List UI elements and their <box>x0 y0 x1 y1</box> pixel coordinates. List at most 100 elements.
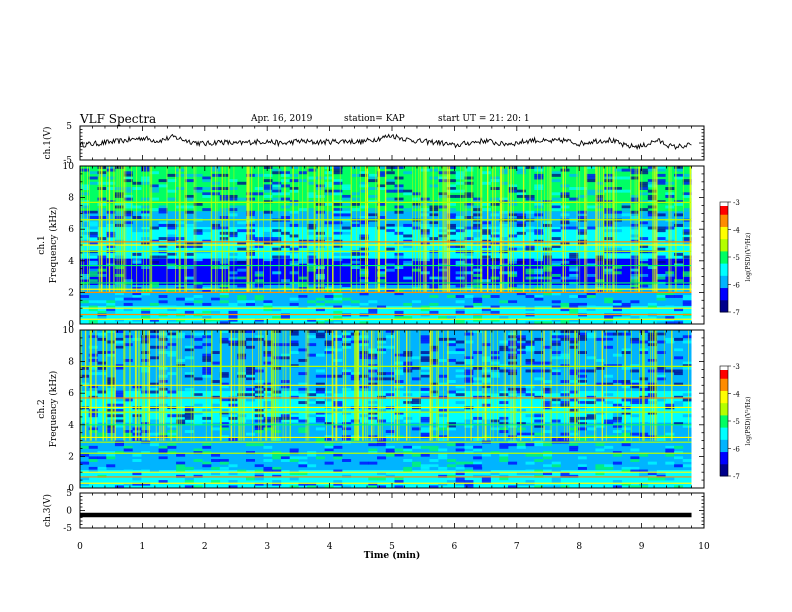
spectro-cell <box>665 305 675 309</box>
spectro-cell <box>674 369 684 373</box>
spectro-cell <box>123 337 133 341</box>
spectro-cell <box>141 242 151 246</box>
colorbar-segment <box>720 378 728 391</box>
spectro-cell <box>420 366 430 370</box>
spectro-cell <box>193 321 203 325</box>
spectro-cell <box>141 422 151 426</box>
spectro-band <box>80 358 692 363</box>
spectro-cell <box>647 295 657 298</box>
spectro-cell <box>586 414 596 418</box>
spectro-cell <box>569 445 579 449</box>
spectro-cell <box>315 273 325 277</box>
spectro-cell <box>123 213 133 217</box>
spectro-cell <box>674 168 684 172</box>
spectro-cell <box>560 184 570 188</box>
spectro-cell <box>560 437 570 441</box>
spectro-cell <box>228 318 238 322</box>
spectro-cell <box>88 252 98 256</box>
colorbar-segment <box>720 402 728 416</box>
spectro-cell <box>604 332 614 336</box>
spectro-cell <box>455 318 465 322</box>
spectro-cell <box>385 345 395 349</box>
spectro-cell <box>621 332 631 336</box>
spectro-cell <box>333 445 343 449</box>
spectro-cell <box>333 252 343 256</box>
spectro-cell <box>219 414 229 418</box>
spectro-cell <box>342 427 352 431</box>
spectro-cell <box>123 194 133 198</box>
spectro-cell <box>106 245 116 248</box>
spectro-cell <box>219 372 229 376</box>
colorbar-segment <box>720 202 728 215</box>
spectro-cell <box>193 300 203 304</box>
spectro-cell <box>307 485 317 489</box>
colorbar-segment <box>720 451 728 465</box>
spectro-cell <box>595 289 605 293</box>
spectro-cell <box>237 245 247 248</box>
spectro-cell <box>377 171 387 175</box>
colorbar-segment <box>720 250 728 264</box>
spectro-cell <box>551 372 561 376</box>
spectro-cell <box>569 398 579 402</box>
spectro-cell <box>202 416 212 420</box>
spectro-cell <box>272 474 282 478</box>
spectro-cell <box>525 321 535 325</box>
spectro-cell <box>280 427 290 431</box>
spectro-cell <box>481 464 491 468</box>
spectro-cell <box>639 245 649 248</box>
spectro-cell <box>420 393 430 397</box>
spectro-cell <box>158 459 168 462</box>
spectro-cell <box>534 268 544 272</box>
spectro-cell <box>202 358 212 362</box>
spectro-cell <box>184 485 194 489</box>
spectro-cell <box>88 466 98 470</box>
spectro-cell <box>516 231 526 235</box>
spectro-cell <box>228 416 238 420</box>
spectro-cell <box>289 247 299 251</box>
spectro-cell <box>359 279 369 283</box>
spectro-cell <box>263 237 273 241</box>
spectro-cell <box>289 302 299 306</box>
spectro-cell <box>158 255 168 259</box>
spectro-cell <box>333 297 343 301</box>
spectro-cell <box>403 208 413 212</box>
spectro-cell <box>149 380 159 383</box>
spectro-cell <box>656 366 666 370</box>
spectro-cell <box>368 369 378 373</box>
spectro-cell <box>560 337 570 341</box>
spectro-cell <box>621 226 631 230</box>
spectro-cell <box>106 480 116 484</box>
spectro-cell <box>97 351 107 354</box>
spectro-cell <box>543 403 553 407</box>
spectro-cell <box>114 403 124 407</box>
spectro-cell <box>385 335 395 339</box>
spectro-cell <box>368 353 378 357</box>
spectro-cell <box>289 210 299 214</box>
spectro-cell <box>385 226 395 230</box>
spectro-band <box>80 361 692 365</box>
spectro-cell <box>263 382 273 386</box>
spectro-cell <box>289 411 299 415</box>
spectro-cell <box>88 366 98 370</box>
spectro-band <box>80 300 692 304</box>
spectro-cell <box>263 453 273 457</box>
spectro-cell <box>211 380 221 383</box>
spectro-cell <box>167 308 177 312</box>
spectro-cell <box>534 337 544 341</box>
spectro-cell <box>272 348 282 352</box>
spectro-cell <box>88 337 98 341</box>
spectro-cell <box>446 340 456 344</box>
spectro-cell <box>307 194 317 198</box>
spectro-cell <box>455 480 465 484</box>
spectro-cell <box>411 401 422 405</box>
spectro-cell <box>123 176 133 180</box>
spectro-cell <box>630 364 640 368</box>
spectro-cell <box>359 443 369 447</box>
spectro-cell <box>429 255 439 259</box>
spectro-cell <box>342 234 352 238</box>
spectro-cell <box>176 448 186 452</box>
spectro-cell <box>516 295 526 298</box>
spectro-cell <box>132 297 142 301</box>
spectro-cell <box>333 318 343 322</box>
spectro-cell <box>438 316 448 320</box>
